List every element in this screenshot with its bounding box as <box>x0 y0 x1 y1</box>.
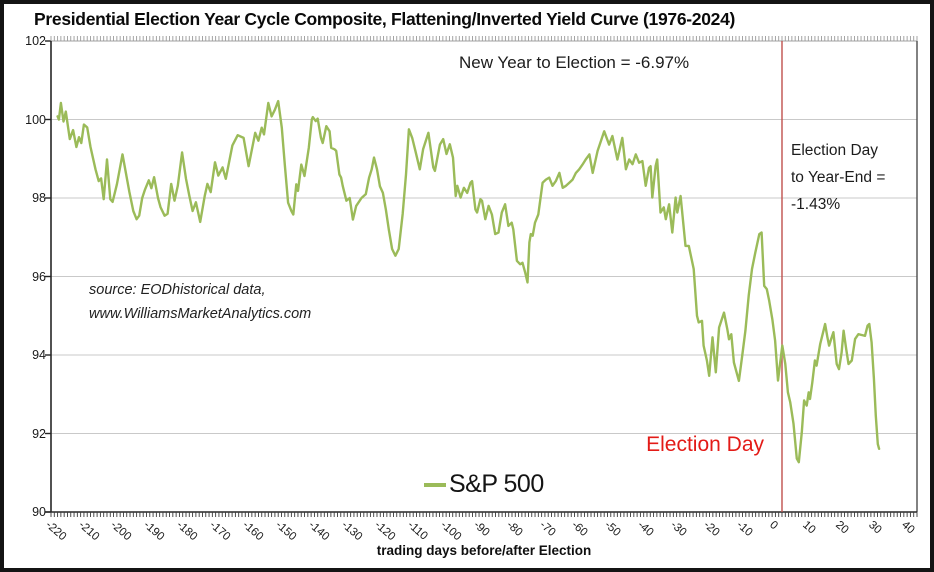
annotation-election-to-year-end: Election Day to Year-End = -1.43% <box>791 137 930 218</box>
page-title: Presidential Election Year Cycle Composi… <box>34 9 736 29</box>
sp500-line <box>56 99 881 464</box>
source-line-1: source: EODhistorical data, <box>89 282 266 298</box>
plot-area <box>45 36 918 517</box>
y-tick-label-92: 92 <box>32 426 46 441</box>
annotation-line-3: -1.43% <box>791 196 841 213</box>
election-day-label: Election Day <box>646 433 764 456</box>
legend-line-swatch <box>424 482 446 487</box>
annotation-line-2: to Year-End = <box>791 169 886 186</box>
y-tick-label-94: 94 <box>32 348 46 362</box>
y-tick-label-96: 96 <box>32 269 46 284</box>
y-tick-label-90: 90 <box>32 505 46 519</box>
y-tick-label-98: 98 <box>32 191 46 205</box>
x-axis-title: trading days before/after Election <box>376 543 592 558</box>
source-line-2: www.WilliamsMarketAnalytics.com <box>89 306 312 322</box>
y-tick-label-100: 100 <box>25 112 46 127</box>
source-note: source: EODhistorical data, www.Williams… <box>89 278 311 326</box>
y-tick-label-102: 102 <box>25 34 46 48</box>
annotation-line-1: Election Day <box>791 142 879 159</box>
annotation-new-year-to-election: New Year to Election = -6.97% <box>459 53 690 72</box>
legend: S&P 500 <box>424 470 544 499</box>
legend-series-label: S&P 500 <box>449 470 544 498</box>
